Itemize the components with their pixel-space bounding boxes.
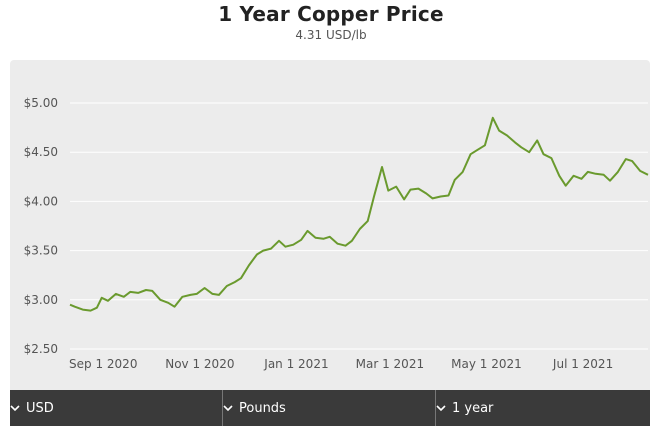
range-select[interactable]: 1 year [436,390,650,426]
chart-panel: $2.50 $3.00 $3.50 $4.00 $4.50 $5.00 Sep 1 2020… [10,60,650,390]
unit-select[interactable]: Pounds [223,390,436,426]
chevron-down-icon [436,405,446,412]
chevron-down-icon [10,405,20,412]
chart-title: 1 Year Copper Price [218,2,444,26]
x-tick-label: Nov 1 2020 [165,357,234,371]
y-tick-label: $4.50 [24,145,58,159]
range-select-value: 1 year [452,400,494,416]
y-tick-label: $5.00 [24,96,58,110]
y-tick-label: $2.50 [24,342,58,356]
unit-select-value: Pounds [239,400,286,416]
x-tick-label: Jan 1 2021 [263,357,328,371]
y-tick-label: $4.00 [24,194,58,208]
y-tick-label: $3.00 [24,293,58,307]
currency-select[interactable]: USD [10,390,223,426]
chevron-down-icon [223,405,233,412]
x-tick-label: Jul 1 2021 [552,357,613,371]
chart-controls: USD Pounds 1 year [10,390,650,426]
y-tick-label: $3.50 [24,244,58,258]
current-price: 4.31 USD/lb [295,28,367,42]
x-tick-label: Sep 1 2020 [69,357,137,371]
x-tick-label: Mar 1 2021 [356,357,424,371]
currency-select-value: USD [26,400,54,416]
x-tick-label: May 1 2021 [451,357,522,371]
price-line [69,116,649,312]
price-chart: $2.50 $3.00 $3.50 $4.00 $4.50 $5.00 Sep 1 2020… [24,96,649,371]
